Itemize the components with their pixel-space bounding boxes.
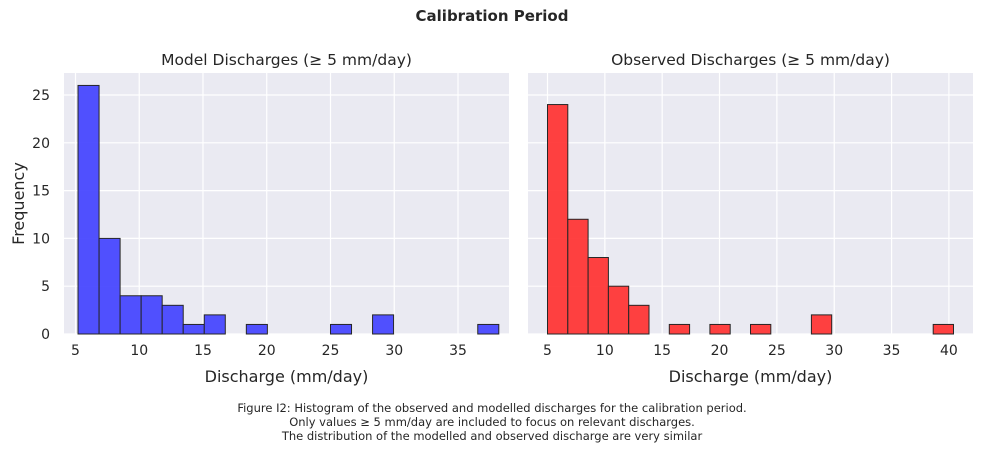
model-panel-title: Model Discharges (≥ 5 mm/day) (161, 51, 412, 69)
caption-line-2: Only values ≥ 5 mm/day are included to f… (289, 415, 695, 429)
model-plot-area (64, 73, 509, 334)
model-x-tick-label: 5 (71, 343, 80, 359)
observed-bar (932, 323, 955, 335)
model-x-tick-label: 10 (130, 343, 148, 359)
model-y-tick-label: 5 (41, 279, 50, 295)
model-bar (203, 314, 226, 335)
observed-bar (709, 323, 731, 335)
observed-panel-title: Observed Discharges (≥ 5 mm/day) (611, 51, 890, 69)
observed-bar (628, 304, 650, 335)
observed-bar (810, 314, 833, 335)
figure-suptitle: Calibration Period (415, 7, 569, 25)
observed-bar (567, 218, 589, 335)
model-bar (161, 304, 184, 335)
model-bar (372, 314, 395, 335)
model-y-tick-label: 20 (32, 136, 50, 152)
model-x-tick-label: 15 (194, 343, 212, 359)
observed-histogram-panel: 5 10 15 20 25 30 35 40 Observed Discharges (≥ 5 … (528, 51, 973, 386)
model-y-tick-label: 10 (32, 231, 50, 247)
observed-x-tick-label: 10 (596, 343, 614, 359)
observed-x-tick-label: 30 (825, 343, 843, 359)
model-bar (477, 323, 500, 335)
model-x-tick-label: 30 (385, 343, 403, 359)
observed-bar (668, 323, 691, 335)
observed-bar (546, 104, 569, 335)
observed-x-tick-label: 5 (543, 343, 552, 359)
observed-x-tick-label: 35 (883, 343, 901, 359)
model-bar (140, 295, 163, 335)
model-y-tick-label: 0 (41, 327, 50, 343)
model-bar (119, 295, 142, 335)
model-x-tick-label: 20 (258, 343, 276, 359)
model-histogram-panel: 5 10 15 20 25 30 35 0 5 10 15 20 25 Model Discharges … (9, 51, 509, 386)
caption-line-3: The distribution of the modelled and obs… (281, 429, 703, 443)
observed-bar (587, 257, 609, 335)
observed-x-tick-label: 15 (653, 343, 671, 359)
model-y-tick-label: 15 (32, 184, 50, 200)
figure-caption: Figure I2: Histogram of the observed and… (0, 401, 984, 443)
model-bar (77, 84, 100, 335)
model-x-tick-label: 25 (322, 343, 340, 359)
observed-x-axis-label: Discharge (mm/day) (669, 367, 833, 386)
observed-x-tick-label: 40 (940, 343, 958, 359)
model-bar (245, 323, 268, 335)
observed-bar (750, 323, 772, 335)
model-x-tick-label: 35 (449, 343, 467, 359)
model-bar (98, 237, 121, 335)
observed-bar (607, 285, 630, 335)
model-bar (182, 323, 205, 335)
model-y-tick-label: 25 (32, 88, 50, 104)
model-bar (329, 323, 353, 335)
model-x-axis-label: Discharge (mm/day) (205, 367, 369, 386)
model-y-axis-label: Frequency (9, 162, 28, 245)
histogram-figure: 5 10 15 20 25 30 35 0 5 10 15 20 25 Model Discharges … (9, 51, 973, 386)
caption-line-1: Figure I2: Histogram of the observed and… (237, 401, 747, 415)
observed-x-tick-label: 25 (768, 343, 786, 359)
observed-x-tick-label: 20 (711, 343, 729, 359)
